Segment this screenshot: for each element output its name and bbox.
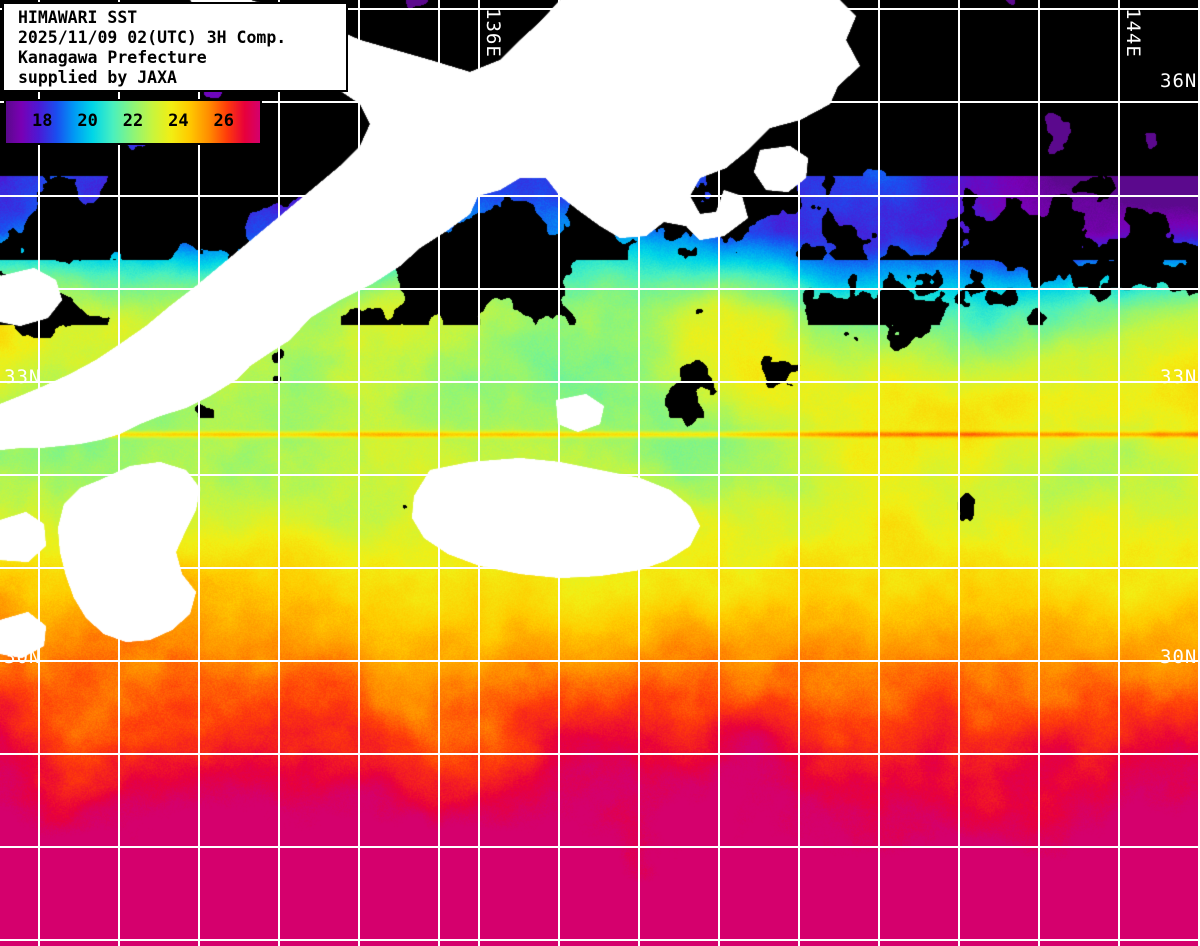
colorbar-tick-26: 26 [213, 111, 234, 131]
colorbar-tick-20: 20 [77, 111, 98, 131]
title-line-product: HIMAWARI SST [18, 8, 138, 27]
colorbar-tick-24: 24 [168, 111, 189, 131]
title-line-source: supplied by JAXA [18, 68, 177, 87]
title-line-datetime: 2025/11/09 02(UTC) 3H Comp. [18, 28, 287, 47]
title-box: HIMAWARI SST 2025/11/09 02(UTC) 3H Comp.… [2, 2, 348, 92]
sst-colorbar: 18 20 22 24 26 [4, 99, 262, 145]
colorbar-tick-18: 18 [32, 111, 53, 131]
colorbar-tick-22: 22 [122, 111, 144, 131]
title-line-provider: Kanagawa Prefecture [18, 48, 207, 67]
colorbar-gradient [6, 101, 260, 143]
